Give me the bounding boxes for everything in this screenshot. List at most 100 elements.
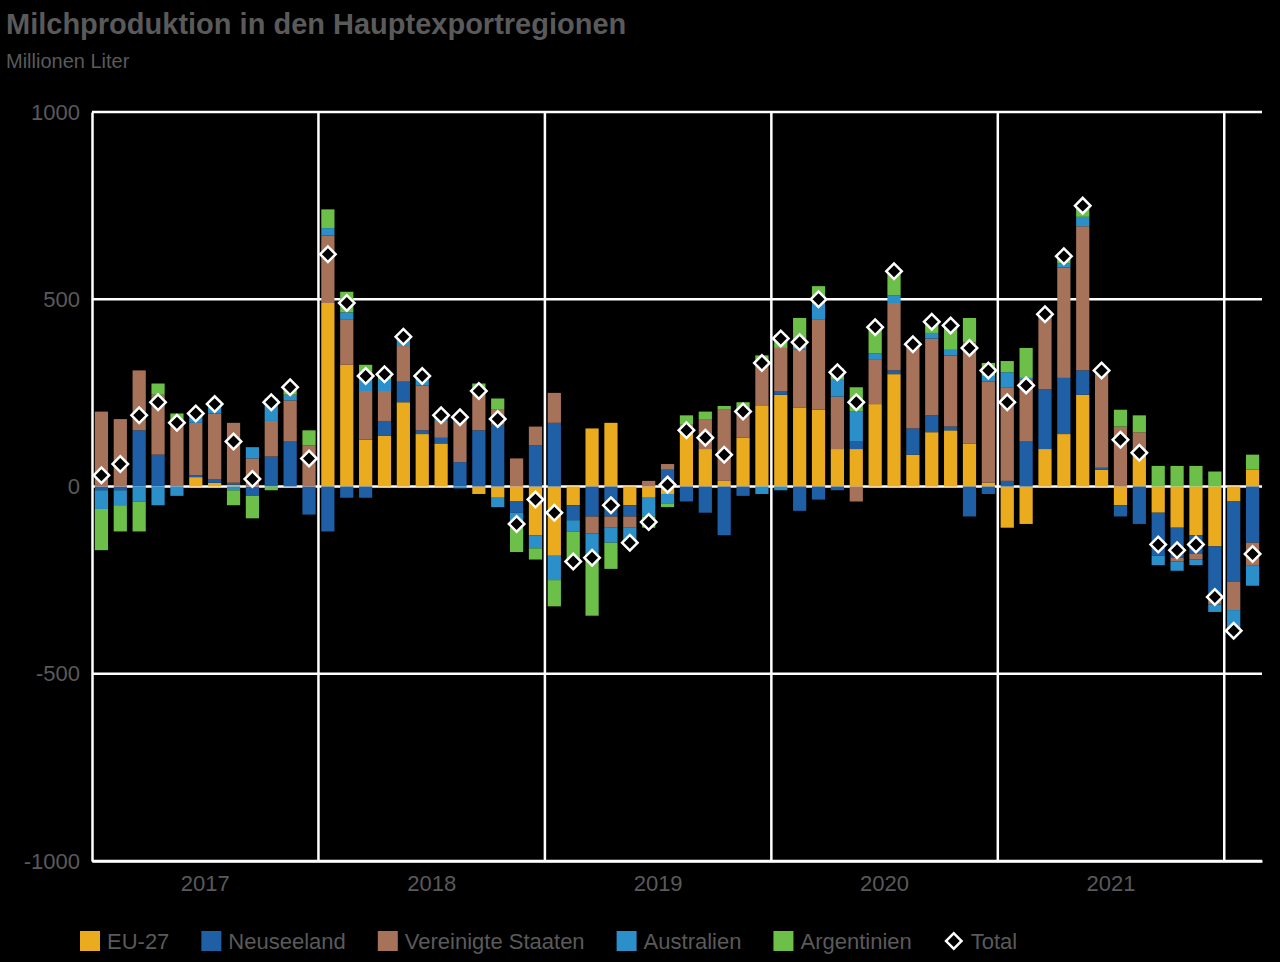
- total-marker: [414, 368, 429, 383]
- bar: [831, 487, 844, 491]
- bar: [1170, 466, 1183, 487]
- bar: [133, 430, 146, 486]
- total-marker: [150, 394, 165, 409]
- bar: [529, 548, 542, 559]
- bar: [1208, 487, 1221, 547]
- bar: [680, 432, 693, 486]
- bar: [114, 505, 127, 531]
- bar: [246, 496, 259, 518]
- bar: [774, 348, 787, 391]
- bar: [642, 487, 655, 498]
- bar: [472, 430, 485, 486]
- bar: [1095, 374, 1108, 468]
- bar-series: [189, 303, 1259, 556]
- bar: [642, 481, 655, 487]
- legend-label: EU-27: [107, 929, 169, 954]
- bar: [1057, 267, 1070, 377]
- legend-item: Neuseeland: [201, 929, 345, 954]
- bar: [265, 487, 278, 491]
- x-tick: 2019: [634, 861, 683, 896]
- bar: [850, 487, 863, 502]
- bar: [95, 487, 108, 491]
- bar: [1246, 487, 1259, 543]
- bar: [397, 382, 410, 403]
- x-tick-label: 2017: [181, 871, 230, 896]
- bar: [114, 419, 127, 486]
- total-marker: [490, 411, 505, 426]
- bar: [416, 430, 429, 434]
- bar: [189, 477, 202, 486]
- total-marker: [660, 477, 675, 492]
- bar: [1001, 481, 1014, 487]
- total-marker: [226, 434, 241, 449]
- total-marker: [1169, 542, 1184, 557]
- total-marker: [188, 406, 203, 421]
- bar: [887, 370, 900, 374]
- total-marker: [565, 554, 580, 569]
- bar: [321, 209, 334, 228]
- bar: [548, 556, 561, 580]
- bar: [982, 483, 995, 487]
- bar: [548, 423, 561, 487]
- bar: [925, 415, 938, 432]
- bar: [1001, 372, 1014, 387]
- x-tick-label: 2019: [634, 871, 683, 896]
- total-marker: [641, 514, 656, 529]
- bar: [529, 535, 542, 548]
- bar-series: [95, 226, 1259, 610]
- total-marker: [264, 394, 279, 409]
- bar: [869, 354, 882, 360]
- bar: [453, 462, 466, 486]
- title: Milchproduktion in den Hauptexportregion…: [6, 8, 626, 40]
- bar: [906, 486, 919, 487]
- bar: [793, 487, 806, 511]
- bar: [1114, 486, 1127, 487]
- bar: [378, 421, 391, 436]
- bar: [623, 505, 636, 516]
- legend-item: Total: [946, 929, 1017, 954]
- bar: [472, 487, 485, 494]
- bar: [378, 391, 391, 421]
- legend-item: Argentinien: [773, 929, 911, 954]
- bar: [1246, 565, 1259, 586]
- bar: [1170, 487, 1183, 528]
- bar: [510, 487, 523, 502]
- bar: [208, 413, 221, 479]
- y-tick-label: 0: [68, 474, 80, 499]
- total-marker: [452, 409, 467, 424]
- bar: [529, 445, 542, 486]
- bar: [1020, 487, 1033, 524]
- y-tick-label: -1000: [24, 849, 80, 874]
- bar: [95, 509, 108, 550]
- bar: [302, 487, 315, 515]
- bar: [378, 436, 391, 487]
- y-tick: 500: [43, 287, 92, 312]
- x-tick-label: 2020: [860, 871, 909, 896]
- grid-line: [92, 860, 1262, 863]
- total-marker: [1018, 378, 1033, 393]
- bar: [567, 505, 580, 520]
- legend-swatch: [773, 931, 793, 951]
- total-marker: [207, 396, 222, 411]
- bar: [1076, 395, 1089, 487]
- total-marker: [716, 447, 731, 462]
- background: [0, 0, 1280, 962]
- bar: [944, 350, 957, 356]
- total-marker: [1113, 432, 1128, 447]
- total-marker: [1226, 623, 1241, 638]
- bar: [906, 455, 919, 487]
- bar: [548, 393, 561, 423]
- bar: [246, 447, 259, 458]
- bar: [359, 440, 372, 487]
- y-tick: -500: [36, 661, 92, 686]
- bar: [850, 412, 863, 442]
- bar: [755, 406, 768, 487]
- total-marker: [282, 380, 297, 395]
- bar: [604, 423, 617, 487]
- bar: [944, 355, 957, 426]
- bar: [302, 430, 315, 445]
- x-tick: 2021: [1087, 861, 1136, 896]
- bar: [397, 346, 410, 382]
- bar: [151, 487, 164, 506]
- bar: [227, 485, 240, 487]
